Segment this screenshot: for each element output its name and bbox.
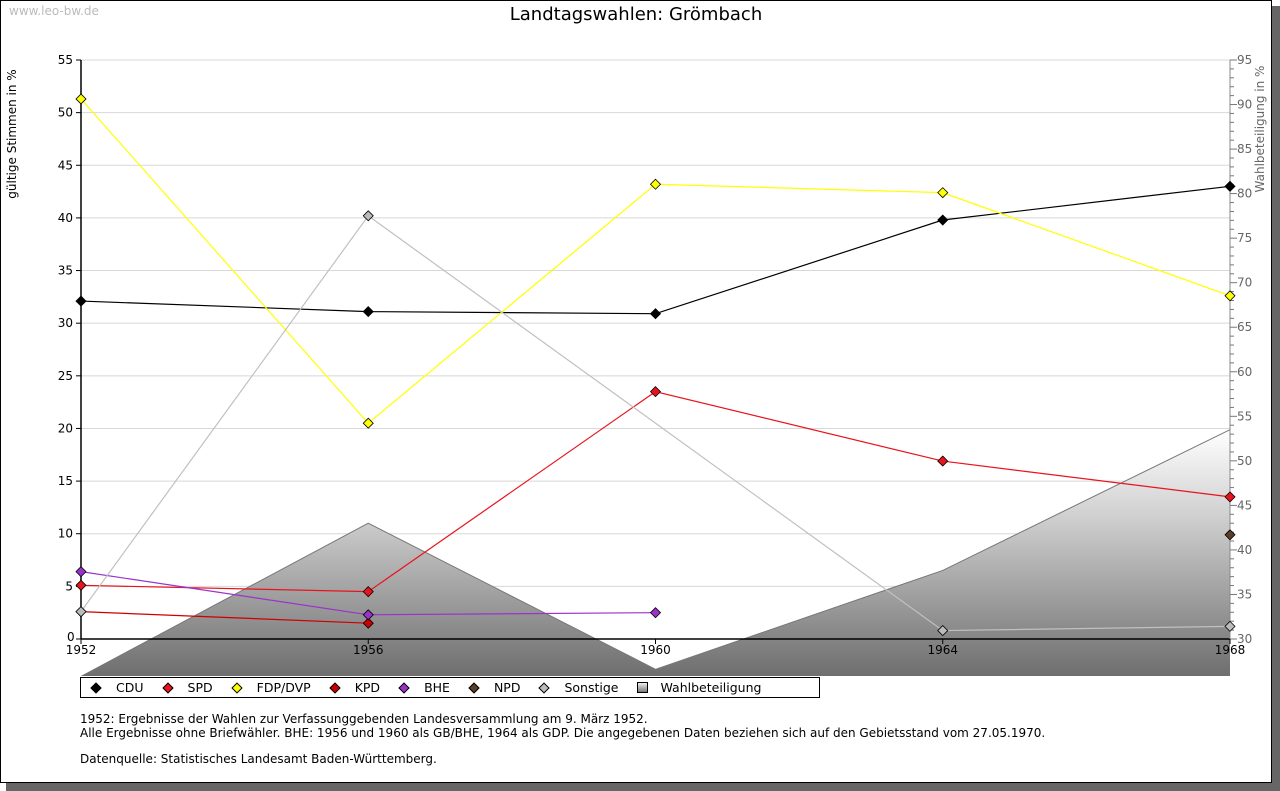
legend-item: NPD [468, 680, 521, 695]
frame-shadow-right [1272, 6, 1280, 791]
data-point [75, 295, 87, 307]
y-tick-label: 20 [58, 421, 73, 435]
y2-axis-label: Wahlbeteiligung in % [1253, 66, 1267, 193]
x-tick-label: 1968 [1215, 643, 1246, 657]
data-point [75, 579, 87, 591]
legend-marker-icon [161, 681, 174, 694]
watermark: www.leo-bw.de [9, 4, 99, 18]
legend-label: SPD [187, 680, 213, 695]
note-line: 1952: Ergebnisse der Wahlen zur Verfassu… [80, 712, 648, 726]
series-line-kpd [80, 611, 369, 624]
gridlines [81, 59, 1230, 587]
y2-tick-label: 85 [1237, 142, 1252, 156]
legend-label: NPD [493, 680, 521, 695]
legend-item: SPD [161, 680, 213, 695]
legend-item: KPD [329, 680, 381, 695]
data-point [1224, 290, 1236, 302]
y-tick-label: 0 [67, 630, 75, 644]
y-tick-label: 30 [58, 316, 73, 330]
y2-tick-label: 40 [1237, 543, 1252, 557]
y2-tick-label: 45 [1237, 498, 1252, 512]
data-point [1224, 620, 1236, 632]
legend-item: FDP/DVP [230, 680, 311, 695]
x-tick-label: 1960 [640, 643, 671, 657]
x-tick-label: 1956 [353, 643, 384, 657]
data-point [362, 417, 374, 429]
legend-marker-icon [468, 681, 480, 694]
legend-item: Sonstige [538, 680, 619, 695]
footnotes: 1952: Ergebnisse der Wahlen zur Verfassu… [80, 712, 1045, 766]
y2-tick-label: 80 [1237, 187, 1252, 201]
data-point [75, 606, 87, 618]
y-tick-label: 5 [65, 579, 73, 593]
data-point [362, 586, 374, 598]
y2-tick-label: 95 [1237, 53, 1252, 67]
data-point [937, 214, 949, 226]
chart-title: Landtagswahlen: Grömbach [509, 4, 763, 25]
legend-label: FDP/DVP [256, 680, 311, 695]
y2-tick-label: 65 [1237, 320, 1252, 334]
legend-label: Wahlbeteiligung [660, 680, 762, 695]
legend-marker-icon [90, 681, 102, 694]
legend-item: Wahlbeteiligung [637, 680, 761, 695]
x-tick-label: 1964 [927, 643, 958, 657]
series-line-sonstige [80, 214, 1231, 632]
y2-tick-label: 50 [1237, 454, 1252, 468]
data-point [649, 178, 662, 190]
y2-tick-label: 30 [1237, 632, 1252, 646]
data-point [362, 617, 374, 629]
y-tick-label: 25 [58, 369, 73, 383]
data-point [362, 210, 374, 222]
y-tick-label: 50 [58, 106, 73, 120]
data-point [649, 607, 662, 619]
series-line-cdu [80, 185, 1231, 315]
data-point [362, 306, 374, 318]
data-point [1224, 180, 1236, 192]
data-point [649, 308, 662, 320]
legend-area-icon [637, 682, 649, 693]
y-tick-label: 55 [58, 53, 73, 67]
y-tick-label: 40 [58, 211, 73, 225]
note-line [80, 740, 1045, 752]
x-tick-label: 1952 [66, 643, 97, 657]
y-tick-label: 15 [58, 474, 73, 488]
series-markers [75, 93, 1236, 637]
data-point [1224, 529, 1236, 541]
legend-label: CDU [116, 680, 144, 695]
legend-item: BHE [398, 680, 450, 695]
axes: 0 5 10 15 20 25 30 35 40 45 50 55 30 35 40 45 50 55 60 65 70… [58, 53, 1253, 657]
legend-label: KPD [354, 680, 381, 695]
y2-tick-label: 55 [1237, 409, 1252, 423]
y2-tick-label: 60 [1237, 365, 1252, 379]
legend: CDU SPD FDP/DVP KPD BHE NPD Sonstige Wahlbeteil… [80, 677, 820, 698]
data-point [937, 187, 949, 199]
data-point [649, 386, 662, 398]
legend-label: Sonstige [564, 680, 619, 695]
y2-tick-label: 75 [1237, 231, 1252, 245]
data-point [937, 625, 949, 637]
y-axis-label: gültige Stimmen in % [5, 69, 19, 198]
y-tick-label: 10 [58, 527, 73, 541]
legend-marker-icon [329, 681, 341, 694]
legend-marker-icon [538, 681, 551, 694]
wahlbeteiligung-line [80, 429, 1231, 676]
data-point [937, 455, 949, 467]
y2-tick-label: 70 [1237, 276, 1252, 290]
y2-tick-label: 90 [1237, 98, 1252, 112]
legend-marker-icon [398, 681, 410, 694]
frame-shadow-bottom [6, 783, 1280, 791]
y-tick-label: 35 [58, 264, 73, 278]
y-tick-label: 45 [58, 158, 73, 172]
legend-label: BHE [424, 680, 450, 695]
note-line: Datenquelle: Statistisches Landesamt Bad… [80, 752, 437, 766]
note-line: Alle Ergebnisse ohne Briefwähler. BHE: 1… [80, 726, 1046, 740]
data-point [75, 566, 87, 578]
data-point [75, 93, 87, 105]
y2-tick-label: 35 [1237, 587, 1252, 601]
legend-item: CDU [90, 680, 144, 695]
data-point [1224, 491, 1236, 503]
legend-marker-icon [230, 681, 243, 694]
data-point [362, 609, 374, 621]
